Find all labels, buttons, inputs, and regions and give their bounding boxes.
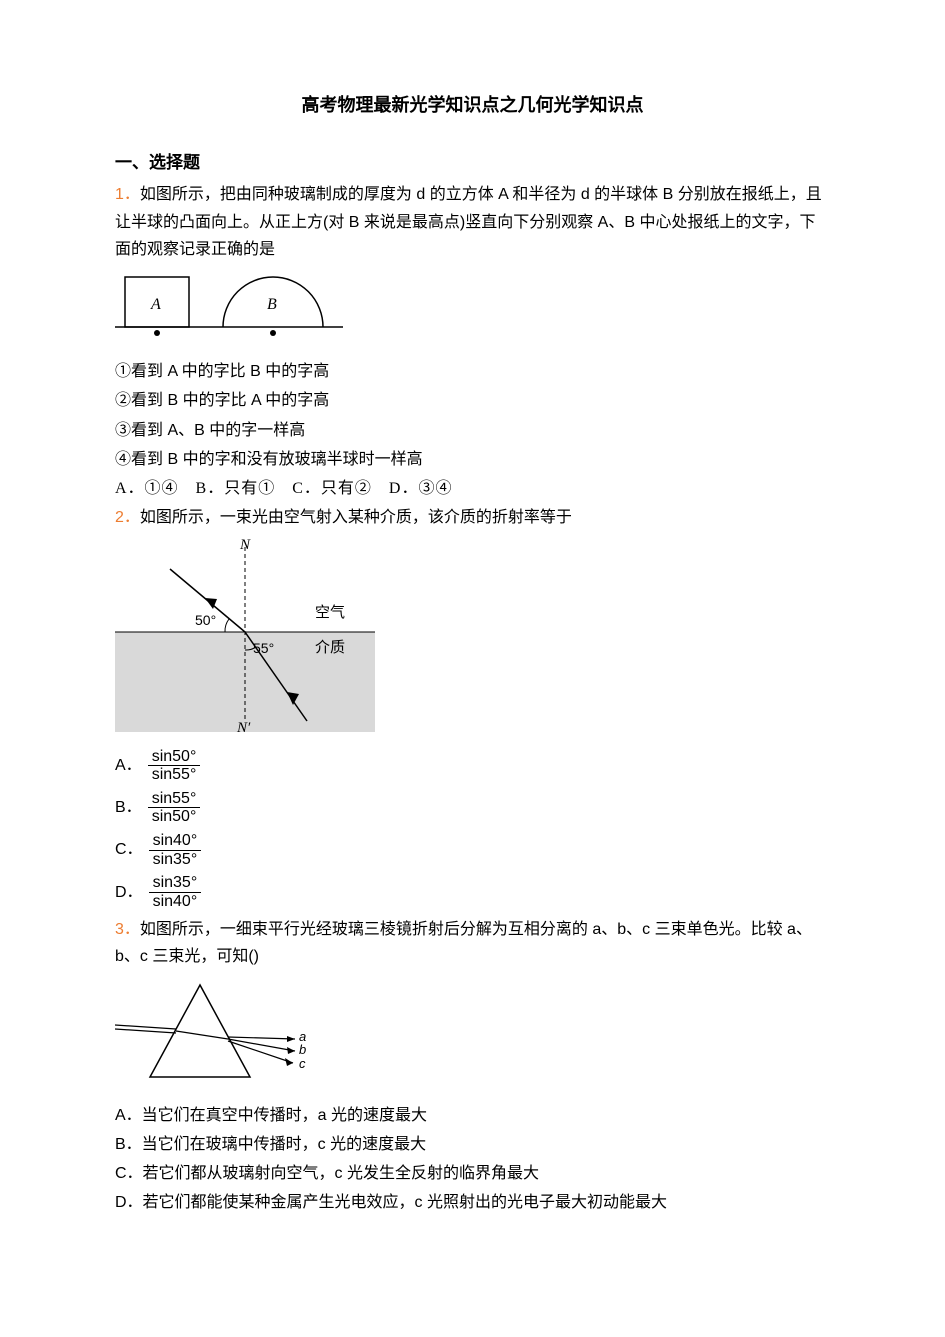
q2-air-label: 空气 xyxy=(315,604,345,621)
q3-c-label: c xyxy=(299,1056,306,1071)
q2-c-letter: C． xyxy=(115,836,143,863)
q2-b-den: sin50° xyxy=(148,808,201,826)
q1-stem: 1．如图所示，把由同种玻璃制成的厚度为 d 的立方体 A 和半径为 d 的半球体… xyxy=(115,181,830,263)
q2-d-den: sin40° xyxy=(149,893,202,911)
q2-text: 如图所示，一束光由空气射入某种介质，该介质的折射率等于 xyxy=(140,509,572,526)
q3-svg: a b c xyxy=(115,977,315,1087)
q2-option-b: B． sin55° sin50° xyxy=(115,790,830,826)
q2-number: 2． xyxy=(115,509,140,526)
q3-stem: 3．如图所示，一细束平行光经玻璃三棱镜折射后分解为互相分离的 a、b、c 三束单… xyxy=(115,916,830,970)
q1-number: 1． xyxy=(115,186,140,203)
q2-b-letter: B． xyxy=(115,794,142,821)
page-title: 高考物理最新光学知识点之几何光学知识点 xyxy=(115,90,830,121)
q1-s1: ①看到 A 中的字比 B 中的字高 xyxy=(115,358,830,385)
q2-c-den: sin35° xyxy=(149,851,202,869)
q1-options: A．①④ B．只有① C．只有② D．③④ xyxy=(115,475,830,502)
q2-svg: N N′ 50° 55° 空气 介质 xyxy=(115,537,375,732)
q3-option-c: C．若它们都从玻璃射向空气，c 光发生全反射的临界角最大 xyxy=(115,1160,830,1187)
q2-figure: N N′ 50° 55° 空气 介质 xyxy=(115,537,830,741)
q2-option-d: D． sin35° sin40° xyxy=(115,874,830,910)
q3-b-label: b xyxy=(299,1042,306,1057)
section-header: 一、选择题 xyxy=(115,149,830,178)
q1-s4: ④看到 B 中的字和没有放玻璃半球时一样高 xyxy=(115,446,830,473)
q2-medium-label: 介质 xyxy=(315,639,345,656)
q3-text: 如图所示，一细束平行光经玻璃三棱镜折射后分解为互相分离的 a、b、c 三束单色光… xyxy=(115,921,812,965)
q3-number: 3． xyxy=(115,921,140,938)
q2-a-num: sin50° xyxy=(148,748,201,767)
q3-option-d: D．若它们都能使某种金属产生光电效应，c 光照射出的光电子最大初动能最大 xyxy=(115,1189,830,1216)
q2-d-num: sin35° xyxy=(149,874,202,893)
q2-b-num: sin55° xyxy=(148,790,201,809)
q2-c-num: sin40° xyxy=(149,832,202,851)
q3-figure: a b c xyxy=(115,977,830,1096)
q2-a-den: sin55° xyxy=(148,766,201,784)
q1-label-a: A xyxy=(150,296,161,313)
q1-svg: A B xyxy=(115,269,345,343)
q2-n-bot: N′ xyxy=(236,720,251,732)
q2-n-top: N xyxy=(239,537,251,553)
q1-text: 如图所示，把由同种玻璃制成的厚度为 d 的立方体 A 和半径为 d 的半球体 B… xyxy=(115,186,822,257)
q1-figure: A B xyxy=(115,269,830,352)
q2-option-c: C． sin40° sin35° xyxy=(115,832,830,868)
q1-s2: ②看到 B 中的字比 A 中的字高 xyxy=(115,387,830,414)
q3-option-a: A．当它们在真空中传播时，a 光的速度最大 xyxy=(115,1102,830,1129)
q2-option-a: A． sin50° sin55° xyxy=(115,748,830,784)
q2-d-letter: D． xyxy=(115,879,143,906)
q1-label-b: B xyxy=(267,296,277,313)
q2-angle1: 50° xyxy=(195,612,216,628)
q1-s3: ③看到 A、B 中的字一样高 xyxy=(115,417,830,444)
q3-option-b: B．当它们在玻璃中传播时，c 光的速度最大 xyxy=(115,1131,830,1158)
q2-angle2: 55° xyxy=(253,640,274,656)
q2-stem: 2．如图所示，一束光由空气射入某种介质，该介质的折射率等于 xyxy=(115,504,830,531)
q2-a-letter: A． xyxy=(115,752,142,779)
